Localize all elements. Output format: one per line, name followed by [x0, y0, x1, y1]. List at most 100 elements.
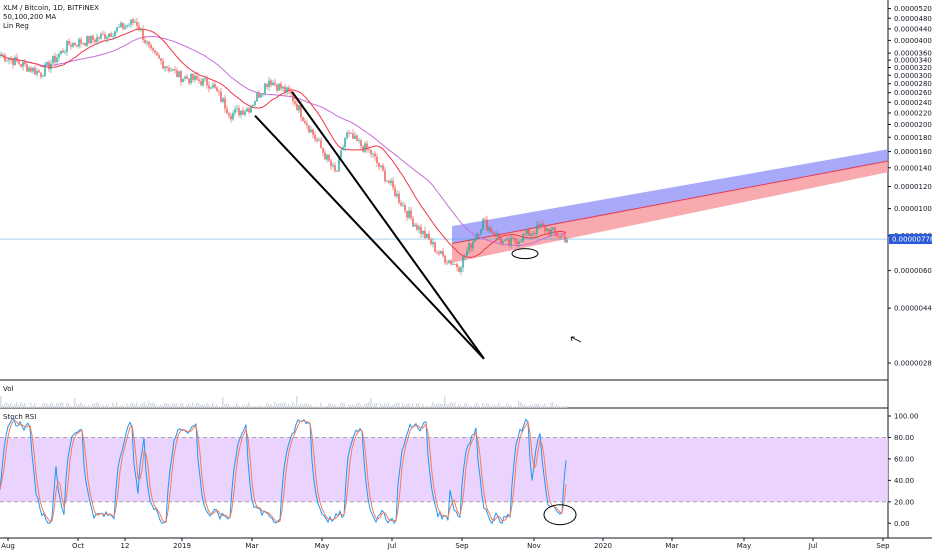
volume-bar	[334, 404, 336, 408]
volume-bar	[108, 406, 110, 408]
candle-body	[38, 70, 40, 73]
candle-body	[374, 153, 376, 157]
volume-bar	[112, 402, 114, 408]
linreg-indicator-label[interactable]: Lin Reg	[3, 22, 29, 30]
volume-bar	[428, 406, 430, 408]
volume-bar	[184, 406, 186, 408]
candle-body	[448, 260, 450, 263]
candle-body	[492, 232, 494, 234]
ma-short-line	[0, 28, 567, 258]
volume-bar	[178, 406, 180, 408]
volume-bar	[416, 403, 418, 408]
volume-bar	[406, 403, 408, 408]
volume-pane-label[interactable]: Vol	[3, 385, 14, 393]
volume-bar	[80, 402, 82, 408]
candle-body	[344, 138, 346, 148]
candle-body	[502, 240, 504, 243]
candle-body	[76, 44, 78, 47]
volume-bar	[218, 406, 220, 408]
volume-bar	[486, 403, 488, 408]
candle-body	[538, 224, 540, 227]
volume-bar	[382, 404, 384, 408]
candle-body	[252, 104, 254, 107]
volume-bar	[116, 402, 118, 408]
volume-bar	[476, 402, 478, 408]
candle-body	[400, 202, 402, 206]
candle-body	[366, 143, 368, 150]
volume-bar	[64, 406, 66, 408]
candle-body	[444, 255, 446, 263]
candle-body	[460, 267, 462, 272]
volume-bar	[290, 405, 292, 408]
candle-body	[238, 108, 240, 116]
candle-body	[140, 28, 142, 31]
candle-body	[66, 40, 68, 52]
volume-bar	[540, 406, 542, 408]
volume-bar	[358, 402, 360, 408]
volume-bar	[356, 403, 358, 408]
candle-body	[212, 84, 214, 88]
volume-bar	[316, 406, 318, 408]
volume-bar	[362, 406, 364, 408]
volume-bar	[552, 402, 554, 408]
candle-body	[6, 60, 8, 62]
candle-body	[18, 61, 20, 65]
candle-body	[28, 67, 30, 72]
volume-bar	[512, 406, 514, 408]
volume-bar	[100, 406, 102, 408]
volume-bar	[240, 406, 242, 408]
ma-indicator-label[interactable]: 50,100,200 MA	[3, 13, 57, 21]
candle-body	[434, 242, 436, 252]
volume-bar	[266, 402, 268, 408]
candle-body	[464, 255, 466, 257]
candle-body	[512, 237, 514, 239]
ma-long-line	[0, 36, 567, 246]
candle-body	[14, 57, 16, 66]
candle-body	[182, 78, 184, 83]
candle-body	[220, 91, 222, 102]
volume-bar	[442, 404, 444, 408]
candle-body	[472, 241, 474, 249]
volume-bar	[368, 402, 370, 408]
volume-bar	[94, 402, 96, 408]
volume-bar	[22, 404, 24, 408]
candle-body	[392, 180, 394, 188]
candle-body	[544, 225, 546, 232]
volume-bar	[86, 406, 88, 408]
volume-bar	[398, 402, 400, 408]
volume-bar	[168, 403, 170, 408]
candle-body	[362, 146, 364, 152]
volume-bar	[120, 405, 122, 408]
volume-bar	[488, 404, 490, 408]
candle-body	[180, 71, 182, 83]
volume-bar	[200, 404, 202, 408]
candle-body	[110, 33, 112, 37]
volume-bar	[214, 405, 216, 408]
stoch-rsi-pane-label[interactable]: Stoch RSI	[3, 413, 37, 421]
candle-body	[498, 233, 500, 238]
volume-bar	[466, 402, 468, 408]
candle-body	[44, 64, 46, 77]
candle-body	[256, 93, 258, 102]
candle-body	[468, 243, 470, 251]
candle-body	[450, 260, 452, 265]
volume-bar	[222, 396, 224, 408]
candle-body	[446, 262, 448, 264]
volume-bar	[366, 403, 368, 408]
volume-bar	[454, 402, 456, 408]
candle-body	[506, 239, 508, 241]
symbol-title[interactable]: XLM / Bitcoin, 1D, BITFINEX	[3, 4, 99, 12]
volume-bar	[14, 404, 16, 408]
candle-body	[296, 103, 298, 111]
falling-wedge-drawing	[254, 91, 485, 360]
volume-bar	[326, 405, 328, 408]
volume-bar	[536, 403, 538, 408]
candle-body	[380, 165, 382, 167]
candle-body	[58, 53, 60, 58]
candle-body	[32, 67, 34, 72]
